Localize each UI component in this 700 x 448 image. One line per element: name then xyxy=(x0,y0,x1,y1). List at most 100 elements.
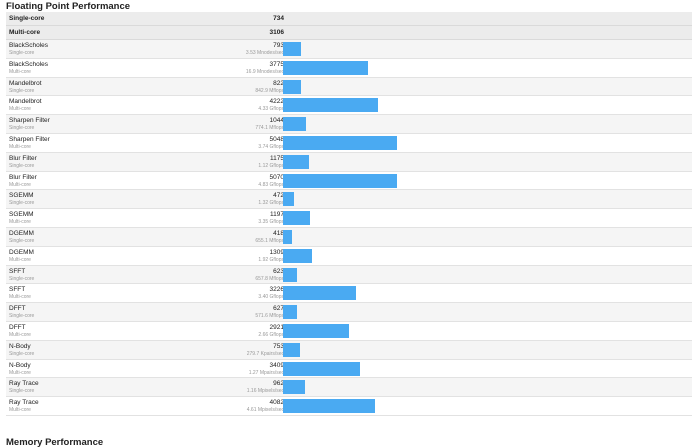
benchmark-name: DGEMM xyxy=(9,248,34,256)
benchmark-name: N-Body xyxy=(9,361,31,369)
benchmark-score: 2921 xyxy=(269,323,284,331)
benchmark-rate: 16.9 Mnodes/sec xyxy=(245,68,284,75)
benchmark-mode: Multi-core xyxy=(9,68,31,75)
benchmark-mode: Single-core xyxy=(9,388,35,395)
benchmark-mode: Multi-core xyxy=(9,106,31,113)
benchmark-rate: 4.33 Gflops xyxy=(258,106,284,113)
score-bar xyxy=(283,248,312,263)
benchmark-score: 1197 xyxy=(270,211,284,219)
score-bar xyxy=(283,135,397,150)
benchmark-score: 623 xyxy=(273,267,284,275)
benchmark-score: 793 xyxy=(273,42,284,49)
benchmark-score: 4222 xyxy=(269,98,284,106)
benchmark-mode: Multi-core xyxy=(9,181,31,188)
score-bar xyxy=(283,380,305,395)
benchmark-score: 5048 xyxy=(269,135,284,143)
benchmark-score: 1175 xyxy=(270,154,284,162)
table-row: DFFT Multi-core 2921 2.66 Gflops xyxy=(6,321,692,341)
benchmark-score: 627 xyxy=(273,305,284,313)
benchmark-mode: Multi-core xyxy=(9,256,31,263)
benchmark-name: SGEMM xyxy=(9,192,34,200)
score-bar xyxy=(283,60,368,75)
benchmark-score: 1309 xyxy=(269,248,284,256)
benchmark-name: N-Body xyxy=(9,342,31,350)
score-bar xyxy=(283,117,306,132)
table-row: Mandelbrot Multi-core 4222 4.33 Gflops xyxy=(6,96,692,116)
benchmark-rate: 571.6 Mflops xyxy=(255,313,284,320)
benchmark-name: Mandelbrot xyxy=(9,79,42,87)
benchmark-rate: 1.12 Gflops xyxy=(258,162,284,169)
benchmark-name: BlackScholes xyxy=(9,60,49,68)
score-bar xyxy=(283,361,360,376)
benchmark-rate: 3.35 Gflops xyxy=(258,219,284,226)
benchmark-score: 822 xyxy=(273,79,284,87)
table-row: DGEMM Single-core 418 655.1 Mflops xyxy=(6,227,692,247)
benchmark-name: Ray Trace xyxy=(9,380,39,388)
benchmark-rate: 279.7 Kpairs/sec xyxy=(246,350,284,357)
benchmark-name: DGEMM xyxy=(9,229,34,237)
benchmark-rate: 1.27 Mpairs/sec xyxy=(248,369,284,376)
benchmark-score: 3409 xyxy=(269,361,284,369)
benchmark-rate: 842.9 Mflops xyxy=(255,87,284,94)
table-row: SFFT Multi-core 3226 3.40 Gflops xyxy=(6,284,692,304)
score-bar xyxy=(283,98,378,113)
section-title: Floating Point Performance xyxy=(6,1,131,12)
table-row: SGEMM Multi-core 1197 3.35 Gflops xyxy=(6,209,692,228)
score-bar xyxy=(283,192,294,207)
summary-score: 734 xyxy=(273,15,284,22)
benchmark-name: SFFT xyxy=(9,286,26,294)
benchmark-mode: Single-core xyxy=(9,237,35,244)
table-row: DFFT Single-core 627 571.6 Mflops xyxy=(6,303,692,322)
score-bar xyxy=(283,79,301,94)
benchmark-rate: 657.8 Mflops xyxy=(255,275,284,282)
benchmark-name: SGEMM xyxy=(9,211,34,219)
score-bar xyxy=(283,173,397,188)
benchmark-score: 4082 xyxy=(269,399,284,407)
summary-label: Single-core xyxy=(9,15,45,22)
table-row: SGEMM Single-core 472 1.32 Gflops xyxy=(6,190,692,210)
benchmark-score: 962 xyxy=(273,380,284,388)
next-section-title: Memory Performance xyxy=(6,437,104,448)
table-row: Ray Trace Multi-core 4082 4.61 Mpixels/sec xyxy=(6,397,692,416)
benchmark-score: 3226 xyxy=(269,286,284,294)
table-row: BlackScholes Single-core 793 3.53 Mnodes/se… xyxy=(6,40,692,59)
score-bar xyxy=(283,267,297,282)
benchmark-score: 472 xyxy=(273,192,284,200)
benchmark-rate: 655.1 Mflops xyxy=(255,237,284,244)
benchmark-mode: Single-core xyxy=(9,162,35,169)
score-bar xyxy=(283,399,375,414)
benchmark-name: SFFT xyxy=(9,267,26,275)
benchmark-mode: Single-core xyxy=(9,87,35,94)
benchmark-mode: Single-core xyxy=(9,200,35,207)
benchmark-score: 1044 xyxy=(269,117,284,125)
score-bar xyxy=(283,305,297,320)
benchmark-name: BlackScholes xyxy=(9,42,49,49)
benchmark-score: 5070 xyxy=(269,173,284,181)
benchmark-mode: Single-core xyxy=(9,350,35,357)
benchmark-score: 753 xyxy=(273,342,284,350)
table-row: Blur Filter Single-core 1175 1.12 Gflops xyxy=(6,152,692,172)
summary-row-single: Single-core 734 xyxy=(6,12,692,26)
results-table: Single-core 734 Multi-core 3106 BlackSch… xyxy=(6,12,692,416)
benchmark-rate: 4.61 Mpixels/sec xyxy=(246,407,284,414)
table-row: DGEMM Multi-core 1309 1.92 Gflops xyxy=(6,246,692,266)
benchmark-score: 3775 xyxy=(269,60,284,68)
benchmark-rate: 3.53 Mnodes/sec xyxy=(245,50,284,56)
benchmark-mode: Single-core xyxy=(9,50,35,56)
benchmark-rate: 774.1 Mflops xyxy=(255,125,284,132)
score-bar xyxy=(283,211,310,226)
benchmark-mode: Multi-core xyxy=(9,407,31,414)
benchmark-rate: 3.40 Gflops xyxy=(258,294,284,301)
benchmark-name: Blur Filter xyxy=(9,173,37,181)
table-row: Sharpen Filter Single-core 1044 774.1 Mflop… xyxy=(6,115,692,134)
benchmark-mode: Multi-core xyxy=(9,369,31,376)
benchmark-name: DFFT xyxy=(9,305,26,313)
benchmark-rate: 1.32 Gflops xyxy=(258,200,284,207)
score-bar xyxy=(283,286,356,301)
benchmark-name: Ray Trace xyxy=(9,399,39,407)
table-row: BlackScholes Multi-core 3775 16.9 Mnodes/se… xyxy=(6,58,692,78)
benchmark-mode: Single-core xyxy=(9,313,35,320)
table-row: SFFT Single-core 623 657.8 Mflops xyxy=(6,265,692,285)
benchmark-rate: 1.16 Mpixels/sec xyxy=(246,388,284,395)
table-row: Mandelbrot Single-core 822 842.9 Mflops xyxy=(6,77,692,97)
